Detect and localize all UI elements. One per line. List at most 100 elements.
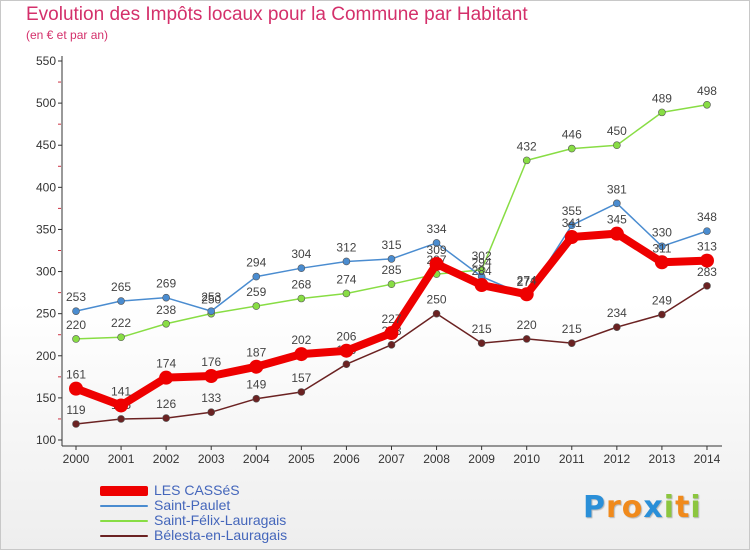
data-point: [387, 341, 396, 349]
data-point: [699, 253, 714, 268]
data-point: [162, 293, 170, 302]
legend-item-les-casses: LES CASSéS: [100, 483, 287, 498]
y-tick-label: 400: [36, 180, 56, 194]
data-label: 345: [607, 213, 627, 227]
x-tick-label: 2013: [649, 452, 676, 466]
y-tick-label: 200: [36, 349, 56, 363]
logo-letter: i: [690, 490, 702, 525]
data-point: [252, 272, 261, 281]
data-label: 302: [472, 249, 492, 263]
data-point: [162, 319, 170, 328]
logo-letter: i: [663, 490, 676, 525]
x-tick-label: 2006: [333, 452, 360, 466]
data-label: 274: [336, 272, 356, 286]
x-tick-label: 2003: [198, 452, 225, 466]
data-label: 283: [697, 265, 717, 279]
legend-item-saint-paulet: Saint-Paulet: [100, 498, 287, 513]
data-point: [432, 309, 441, 318]
data-point: [522, 335, 531, 343]
data-label: 315: [381, 238, 401, 252]
data-point: [384, 326, 399, 341]
data-label: 284: [472, 264, 492, 278]
data-label: 446: [562, 128, 582, 142]
data-point: [564, 230, 579, 245]
data-point: [658, 310, 666, 319]
data-point: [207, 307, 216, 315]
data-label: 176: [201, 355, 221, 369]
data-point: [159, 370, 174, 385]
data-label: 355: [562, 204, 582, 218]
data-label: 304: [291, 247, 311, 261]
legend-swatch: [100, 534, 148, 537]
legend-swatch: [100, 519, 148, 522]
data-point: [567, 339, 576, 347]
data-label: 238: [156, 303, 176, 317]
legend-item-saint-felix-lauragais: Saint-Félix-Lauragais: [100, 513, 287, 528]
data-point: [249, 359, 264, 374]
data-label: 215: [472, 322, 492, 336]
data-point: [342, 289, 351, 298]
data-label: 312: [336, 240, 356, 254]
data-point: [342, 360, 351, 369]
x-tick-label: 2010: [513, 452, 540, 466]
x-tick-label: 2012: [603, 452, 630, 466]
data-label: 253: [201, 290, 221, 304]
data-label: 311: [652, 241, 671, 255]
data-label: 249: [652, 294, 672, 308]
data-label: 341: [562, 216, 582, 230]
logo-letter: o: [621, 490, 644, 525]
data-point: [658, 108, 666, 117]
data-label: 234: [607, 306, 627, 320]
x-tick-label: 2004: [243, 452, 270, 466]
data-label: 334: [427, 222, 447, 236]
data-point: [432, 239, 441, 247]
legend-label: LES CASSéS: [154, 482, 240, 498]
x-tick-label: 2000: [63, 452, 90, 466]
y-tick-label: 250: [36, 307, 56, 321]
data-label: 220: [66, 318, 86, 332]
data-label: 119: [66, 403, 85, 417]
y-tick-label: 550: [36, 54, 56, 68]
data-point: [703, 227, 711, 235]
data-label: 227: [381, 312, 401, 326]
data-point: [613, 199, 621, 208]
legend-item-belesta-en-lauragais: Bélesta-en-Lauragais: [100, 528, 287, 543]
y-tick-label: 300: [36, 265, 56, 279]
data-point: [703, 100, 711, 109]
x-tick-label: 2002: [153, 452, 180, 466]
data-label: 206: [336, 330, 356, 344]
data-point: [69, 381, 83, 396]
y-tick-label: 150: [36, 391, 56, 405]
data-point: [114, 398, 129, 413]
proxiti-logo: Proxiti: [583, 490, 702, 525]
data-label: 187: [246, 346, 266, 360]
data-point: [117, 333, 125, 342]
data-point: [204, 368, 219, 383]
data-point: [297, 264, 306, 272]
x-tick-label: 2005: [288, 452, 315, 466]
data-point: [703, 282, 711, 290]
data-label: 174: [156, 357, 176, 371]
data-label: 222: [111, 316, 131, 330]
data-point: [297, 294, 306, 303]
data-point: [207, 408, 216, 417]
data-label: 268: [291, 278, 311, 292]
data-point: [162, 414, 170, 422]
data-point: [252, 394, 261, 403]
chart-subtitle: (en € et par an): [26, 28, 109, 42]
data-label: 265: [111, 280, 131, 294]
data-point: [72, 307, 80, 315]
data-point: [477, 339, 486, 347]
data-point: [609, 226, 624, 241]
data-label: 250: [201, 293, 221, 307]
x-tick-label: 2014: [694, 452, 721, 466]
data-point: [613, 323, 621, 331]
data-label: 381: [607, 182, 627, 196]
data-label: 133: [201, 391, 221, 405]
data-label: 309: [427, 243, 447, 257]
logo-letter: x: [643, 490, 664, 525]
data-label: 259: [246, 285, 266, 299]
data-label: 250: [427, 293, 447, 307]
data-label: 220: [517, 318, 537, 332]
data-label: 149: [246, 378, 266, 392]
